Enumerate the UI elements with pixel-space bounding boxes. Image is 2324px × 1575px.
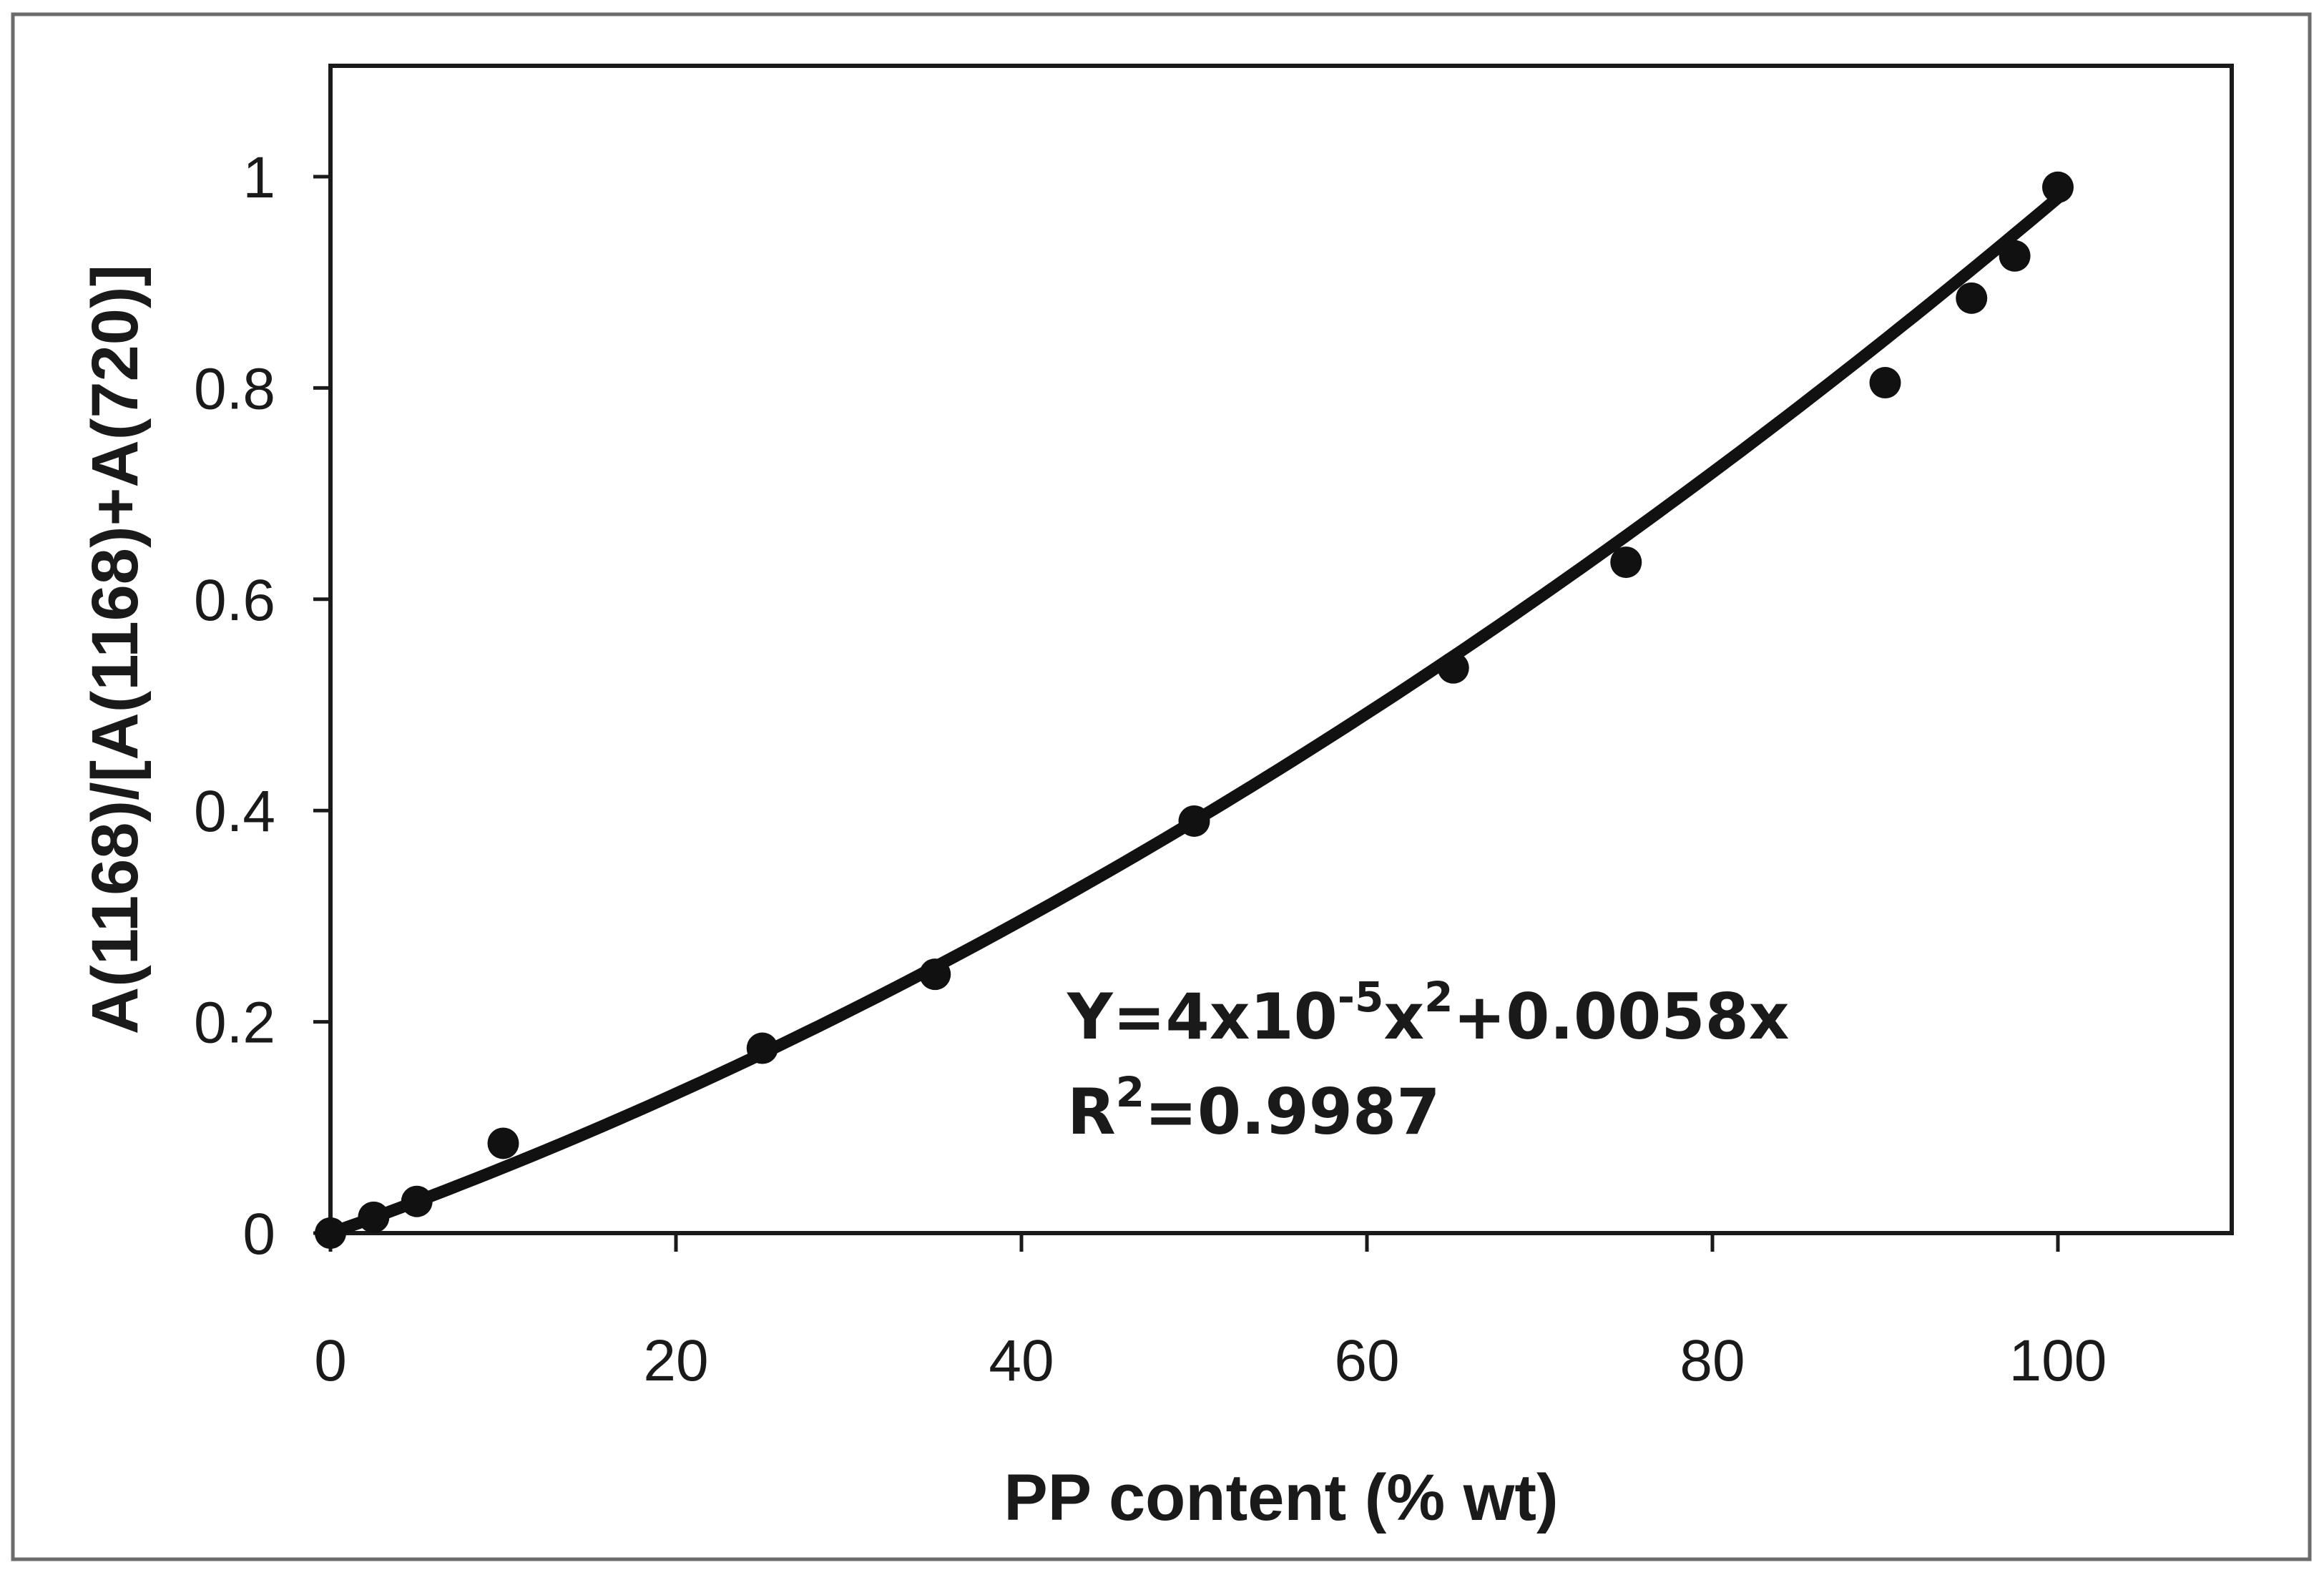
- r-squared-prefix: R: [1067, 1075, 1116, 1149]
- outer-frame: [11, 12, 2312, 1561]
- data-point: [487, 1127, 519, 1159]
- data-point: [1610, 546, 1642, 579]
- data-point: [401, 1185, 433, 1217]
- x-tick-label: 60: [1334, 1328, 1399, 1393]
- data-point: [1869, 367, 1901, 399]
- fit-equation-exponent-2: 2: [1424, 973, 1453, 1021]
- plot-area: [328, 64, 2234, 1235]
- r-squared: R2=0.9987: [1067, 1068, 1440, 1149]
- data-point: [746, 1032, 778, 1064]
- x-tick-label: 20: [643, 1328, 708, 1393]
- fit-equation-suffix: +0.0058x: [1453, 980, 1789, 1054]
- data-point: [1999, 240, 2031, 272]
- x-axis-ticks: 0 20 40 60 80 100: [314, 1233, 2107, 1393]
- data-point: [2042, 171, 2074, 203]
- x-tick-label: 80: [1680, 1328, 1745, 1393]
- y-tick-label: 0: [242, 1202, 275, 1267]
- fit-equation-variable: x: [1383, 980, 1424, 1054]
- fit-equation: Y=4x10-5x2+0.0058x: [1067, 973, 1790, 1054]
- y-tick-label: 0.2: [194, 991, 275, 1056]
- data-point: [315, 1217, 346, 1249]
- data-point: [1178, 805, 1210, 837]
- data-point: [1956, 282, 1988, 314]
- y-tick-label: 1: [242, 145, 275, 210]
- data-point: [358, 1201, 390, 1233]
- y-tick-label: 0.6: [194, 568, 275, 633]
- r-squared-value: =0.9987: [1144, 1075, 1440, 1149]
- x-tick-label: 100: [2009, 1328, 2107, 1393]
- y-tick-label: 0.8: [194, 356, 275, 421]
- y-tick-label: 0.4: [194, 779, 275, 844]
- x-axis-title: PP content (% wt): [1004, 1461, 1558, 1534]
- data-point: [919, 958, 951, 991]
- y-axis-ticks: 0 0.2 0.4 0.6 0.8 1: [194, 145, 330, 1267]
- fit-equation-prefix: Y=4x10: [1067, 980, 1338, 1054]
- r-squared-exponent: 2: [1116, 1068, 1144, 1117]
- y-axis-title: A(1168)/[A(1168)+A(720)]: [79, 265, 152, 1034]
- x-tick-label: 0: [314, 1328, 347, 1393]
- data-point: [1437, 652, 1469, 684]
- data-points-layer: [315, 171, 2074, 1249]
- x-tick-label: 40: [989, 1328, 1054, 1393]
- fit-equation-exponent-1: -5: [1338, 973, 1383, 1021]
